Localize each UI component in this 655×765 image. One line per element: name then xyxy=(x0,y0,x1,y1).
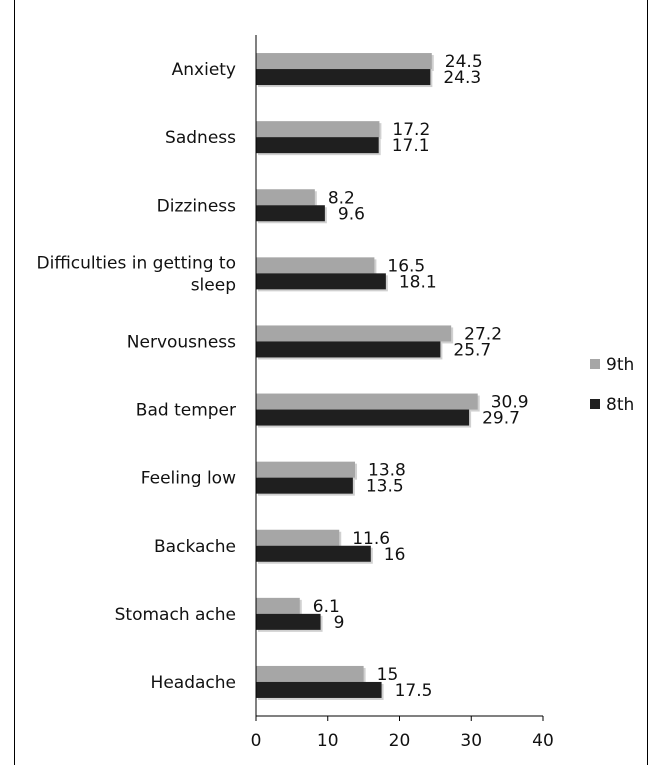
value-label-8th-1: 17.1 xyxy=(392,136,430,156)
bar-8th-8 xyxy=(256,613,321,630)
category-label-3: Difficulties in getting to xyxy=(37,253,236,273)
legend-swatch-9th xyxy=(590,359,600,369)
bar-9th-8 xyxy=(256,597,300,614)
value-label-9th-6: 13.8 xyxy=(368,461,406,481)
bar-9th-9 xyxy=(256,665,364,682)
value-label-8th-2: 9.6 xyxy=(338,204,365,224)
bar-8th-7 xyxy=(256,545,371,562)
category-label-7: Backache xyxy=(154,537,236,557)
x-tick-label: 0 xyxy=(251,731,262,751)
value-label-9th-0: 24.5 xyxy=(445,52,483,72)
value-label-8th-9: 17.5 xyxy=(395,681,433,701)
category-label-6: Feeling low xyxy=(141,469,236,489)
bar-8th-3 xyxy=(256,273,386,290)
bar-8th-5 xyxy=(256,409,470,426)
bar-8th-0 xyxy=(256,69,431,86)
x-tick-label: 30 xyxy=(460,731,482,751)
bar-9th-3 xyxy=(256,257,375,274)
value-label-8th-8: 9 xyxy=(334,613,345,633)
value-label-9th-2: 8.2 xyxy=(328,188,355,208)
x-tick-label: 10 xyxy=(317,731,339,751)
bar-9th-6 xyxy=(256,461,356,478)
value-label-9th-3: 16.5 xyxy=(387,256,425,276)
x-tick-label: 40 xyxy=(532,731,554,751)
bar-9th-5 xyxy=(256,393,478,410)
value-label-8th-7: 16 xyxy=(384,545,406,565)
value-label-9th-1: 17.2 xyxy=(392,120,430,140)
category-label-3: sleep xyxy=(191,275,236,295)
bar-8th-1 xyxy=(256,137,379,154)
value-label-8th-0: 24.3 xyxy=(443,68,481,88)
value-label-9th-7: 11.6 xyxy=(352,529,390,549)
value-label-9th-5: 30.9 xyxy=(491,393,529,413)
bar-9th-2 xyxy=(256,189,315,206)
bar-9th-1 xyxy=(256,121,380,138)
x-tick-label: 20 xyxy=(389,731,411,751)
category-label-2: Dizziness xyxy=(157,196,236,216)
bar-9th-7 xyxy=(256,529,340,546)
value-label-9th-9: 15 xyxy=(377,665,399,685)
category-label-5: Bad temper xyxy=(136,401,236,421)
legend-label-9th: 9th xyxy=(606,355,634,375)
value-label-9th-4: 27.2 xyxy=(464,324,502,344)
value-label-8th-5: 29.7 xyxy=(482,409,520,429)
category-label-4: Nervousness xyxy=(127,332,236,352)
legend-label-8th: 8th xyxy=(606,395,634,415)
value-label-8th-3: 18.1 xyxy=(399,272,437,292)
value-label-8th-6: 13.5 xyxy=(366,477,404,497)
value-label-8th-4: 25.7 xyxy=(453,340,491,360)
category-label-0: Anxiety xyxy=(172,60,236,80)
bar-8th-9 xyxy=(256,681,382,698)
bar-8th-4 xyxy=(256,341,441,358)
bar-9th-4 xyxy=(256,325,452,342)
value-label-9th-8: 6.1 xyxy=(313,597,340,617)
bar-8th-6 xyxy=(256,477,353,494)
bar-9th-0 xyxy=(256,53,432,70)
chart-frame xyxy=(14,0,648,765)
legend-swatch-8th xyxy=(590,399,600,409)
category-label-9: Headache xyxy=(151,673,236,693)
bar-8th-2 xyxy=(256,205,325,222)
category-label-8: Stomach ache xyxy=(115,605,236,625)
category-label-1: Sadness xyxy=(165,128,236,148)
